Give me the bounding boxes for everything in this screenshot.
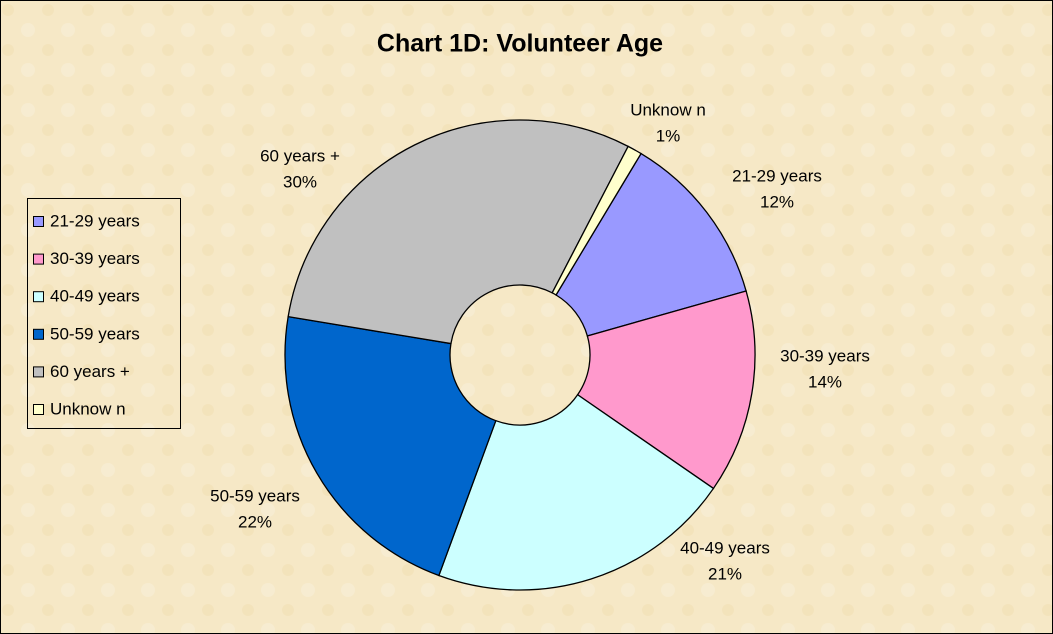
data-label-name: 30-39 years [780,346,870,365]
legend-label: Unknow n [50,399,126,418]
legend-swatch [33,291,44,303]
data-label-value: 14% [808,372,842,391]
donut-segment [555,152,747,337]
donut-segment [287,119,630,345]
data-label-name: 50-59 years [210,486,300,505]
data-label-value: 12% [760,192,794,211]
data-label-value: 1% [656,126,681,145]
legend-label: 40-49 years [50,287,140,306]
data-label-name: 40-49 years [680,538,770,557]
legend-label: 21-29 years [50,211,140,230]
legend-swatch [33,216,44,227]
data-label-value: 30% [283,172,317,191]
donut-segment [576,290,756,490]
data-label-name: 60 years + [260,146,340,165]
legend-label: 50-59 years [50,324,140,343]
legend-swatch [33,253,44,265]
chart-title: Chart 1D: Volunteer Age [377,30,663,58]
legend-label: 30-39 years [50,249,140,268]
legend-swatch [33,366,44,378]
legend-swatch [33,404,44,415]
donut-segment [551,145,642,296]
data-label-name: 21-29 years [732,166,822,185]
legend-label: 60 years + [50,362,130,381]
donut-segment [438,393,715,591]
legend-swatch [33,328,44,340]
donut-segment [284,315,497,577]
data-label-value: 21% [708,564,742,583]
data-label-value: 22% [238,512,272,531]
data-label-name: Unknow n [630,100,706,119]
legend-box [27,198,181,429]
